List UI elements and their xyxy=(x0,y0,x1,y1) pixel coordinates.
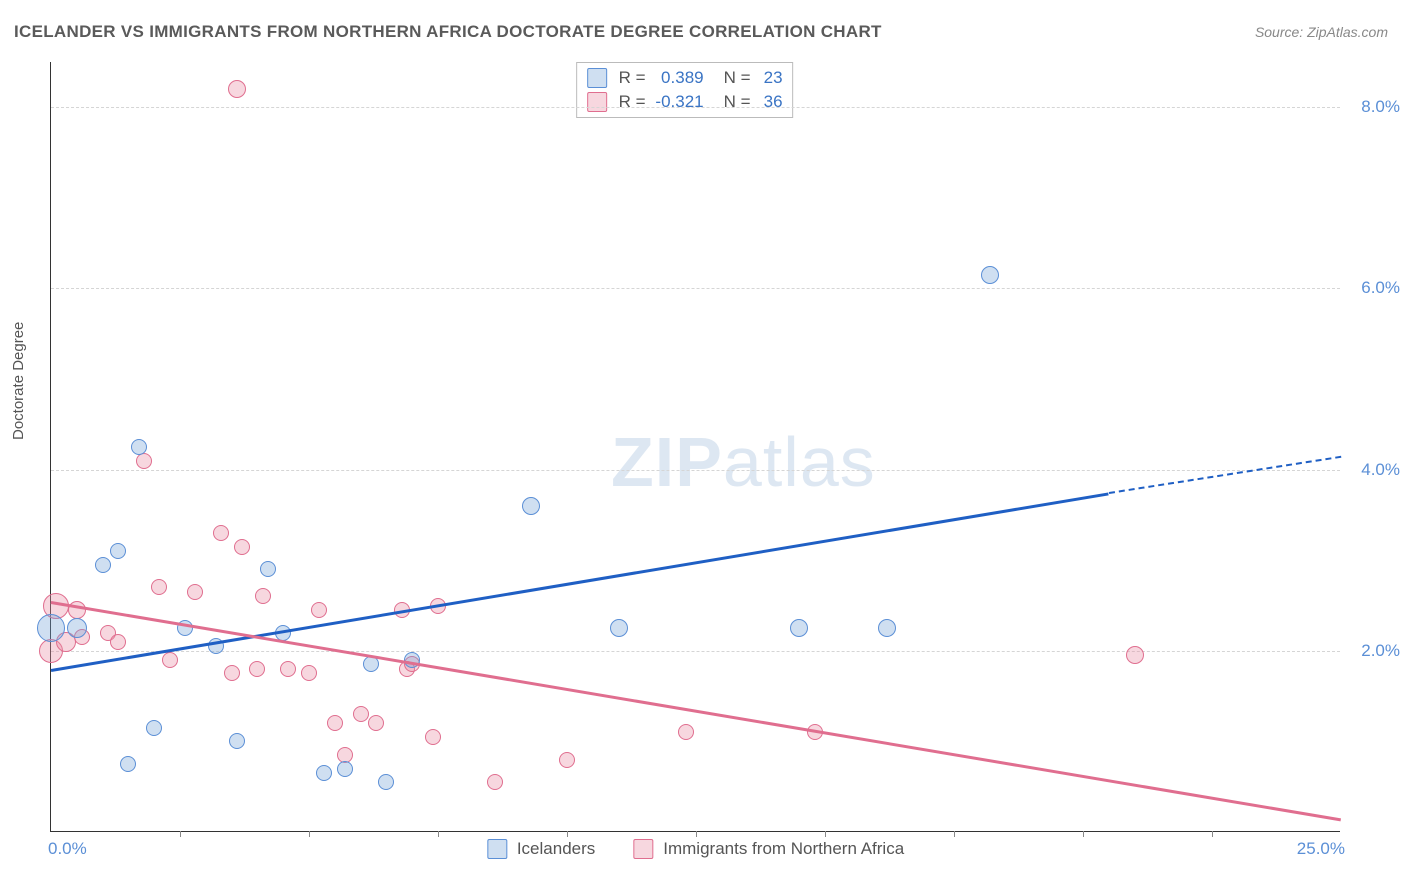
trend-line xyxy=(51,601,1341,821)
pink-point xyxy=(255,588,271,604)
legend-swatch-pink-b xyxy=(633,839,653,859)
grid-line xyxy=(51,470,1340,471)
pink-point xyxy=(187,584,203,600)
pink-point xyxy=(368,715,384,731)
source-attribution: Source: ZipAtlas.com xyxy=(1255,24,1388,40)
x-tick xyxy=(567,831,568,837)
blue-point xyxy=(363,656,379,672)
legend-label-pink: Immigrants from Northern Africa xyxy=(663,839,904,859)
legend-swatch-blue xyxy=(587,68,607,88)
x-tick xyxy=(696,831,697,837)
blue-point xyxy=(131,439,147,455)
pink-point xyxy=(110,634,126,650)
pink-point xyxy=(162,652,178,668)
blue-point xyxy=(878,619,896,637)
grid-line xyxy=(51,651,1340,652)
blue-point xyxy=(229,733,245,749)
pink-point xyxy=(280,661,296,677)
pink-point xyxy=(425,729,441,745)
x-tick xyxy=(954,831,955,837)
pink-point xyxy=(301,665,317,681)
grid-line xyxy=(51,288,1340,289)
legend-swatch-blue-b xyxy=(487,839,507,859)
pink-point xyxy=(228,80,246,98)
pink-point xyxy=(151,579,167,595)
x-tick xyxy=(438,831,439,837)
trend-line-extrapolated xyxy=(1109,456,1341,494)
pink-point xyxy=(353,706,369,722)
blue-point xyxy=(67,618,87,638)
blue-point xyxy=(37,614,65,642)
y-tick-label: 4.0% xyxy=(1361,460,1400,480)
pink-point xyxy=(213,525,229,541)
legend-swatch-pink xyxy=(587,92,607,112)
y-tick-label: 6.0% xyxy=(1361,278,1400,298)
y-tick-label: 2.0% xyxy=(1361,641,1400,661)
legend-label-blue: Icelanders xyxy=(517,839,595,859)
blue-point xyxy=(260,561,276,577)
pink-point xyxy=(224,665,240,681)
x-tick xyxy=(825,831,826,837)
pink-point xyxy=(1126,646,1144,664)
blue-point xyxy=(110,543,126,559)
pink-point xyxy=(559,752,575,768)
blue-point xyxy=(610,619,628,637)
blue-point xyxy=(790,619,808,637)
x-tick xyxy=(180,831,181,837)
legend-stats: R = 0.389 N = 23 R = -0.321 N = 36 xyxy=(576,62,794,118)
blue-point xyxy=(981,266,999,284)
pink-point xyxy=(327,715,343,731)
blue-point xyxy=(120,756,136,772)
pink-point xyxy=(249,661,265,677)
pink-point xyxy=(678,724,694,740)
blue-point xyxy=(95,557,111,573)
pink-point xyxy=(234,539,250,555)
y-axis-label: Doctorate Degree xyxy=(10,322,27,440)
x-max-label: 25.0% xyxy=(1297,839,1345,859)
plot-area: ZIPatlas R = 0.389 N = 23 R = -0.321 N =… xyxy=(50,62,1340,832)
watermark: ZIPatlas xyxy=(611,422,876,502)
blue-point xyxy=(378,774,394,790)
legend-series: Icelanders Immigrants from Northern Afri… xyxy=(487,839,904,859)
legend-row-blue: R = 0.389 N = 23 xyxy=(587,66,783,90)
grid-line xyxy=(51,107,1340,108)
blue-point xyxy=(316,765,332,781)
x-tick xyxy=(1212,831,1213,837)
pink-point xyxy=(487,774,503,790)
correlation-chart: ICELANDER VS IMMIGRANTS FROM NORTHERN AF… xyxy=(0,0,1406,892)
blue-point xyxy=(337,761,353,777)
y-tick-label: 8.0% xyxy=(1361,97,1400,117)
pink-point xyxy=(311,602,327,618)
blue-point xyxy=(146,720,162,736)
trend-line xyxy=(51,492,1109,671)
legend-row-pink: R = -0.321 N = 36 xyxy=(587,90,783,114)
x-tick xyxy=(309,831,310,837)
blue-point xyxy=(522,497,540,515)
x-min-label: 0.0% xyxy=(48,839,87,859)
x-tick xyxy=(1083,831,1084,837)
chart-title: ICELANDER VS IMMIGRANTS FROM NORTHERN AF… xyxy=(14,22,882,42)
